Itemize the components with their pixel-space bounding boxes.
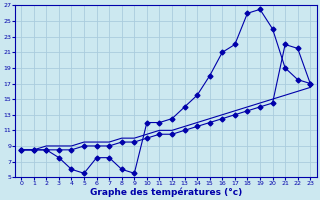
X-axis label: Graphe des températures (°c): Graphe des températures (°c) — [90, 187, 242, 197]
